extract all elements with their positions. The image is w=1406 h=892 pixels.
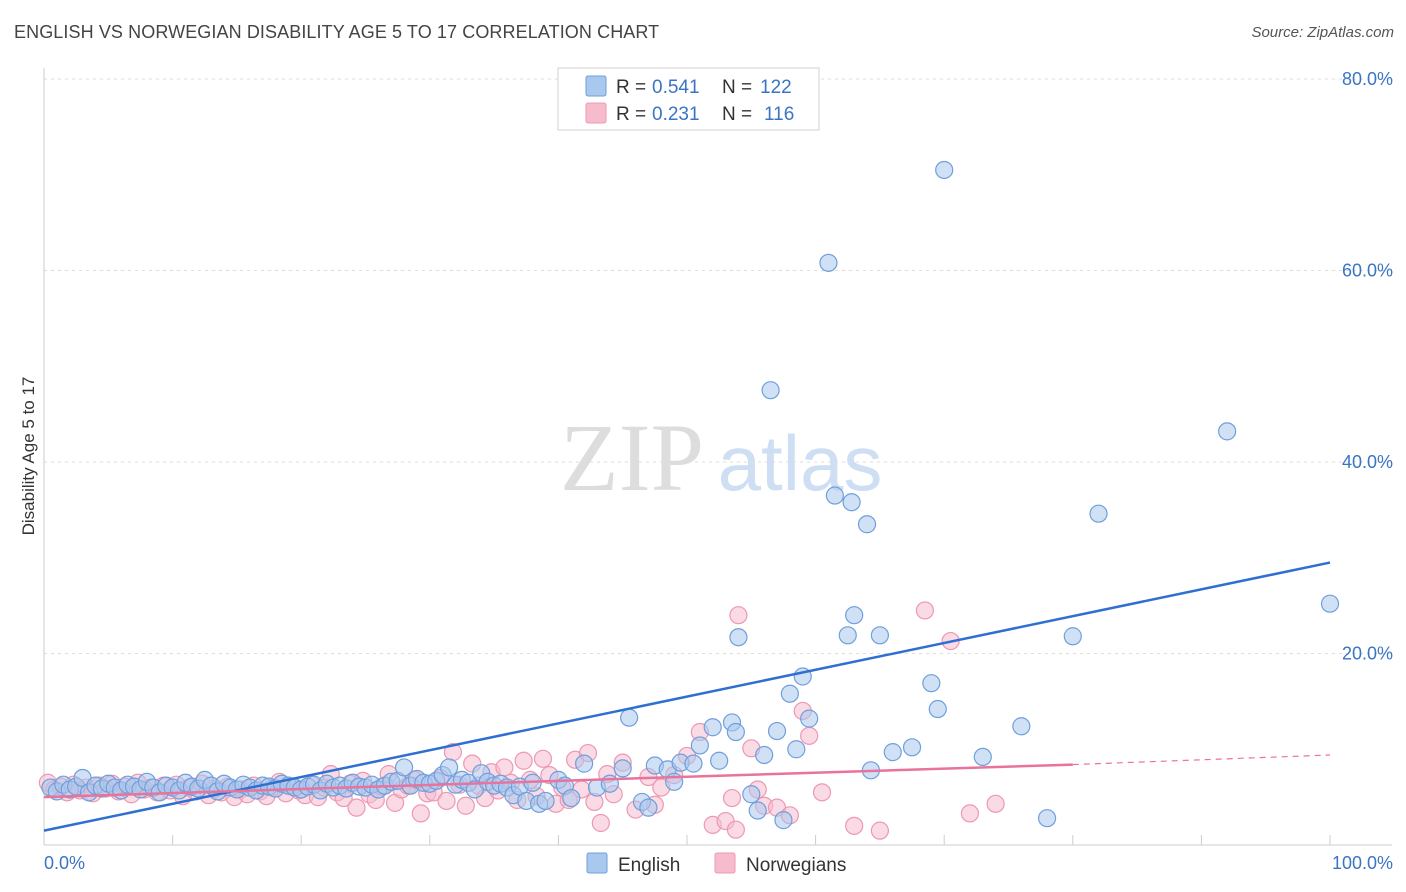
y-tick-labels: 20.0% 40.0% 60.0% 80.0% bbox=[1342, 69, 1393, 664]
norwegian-point-86 bbox=[591, 813, 610, 833]
english-trend-line bbox=[43, 561, 1331, 832]
english-point-108 bbox=[787, 740, 806, 759]
norwegian-point-62 bbox=[437, 791, 456, 811]
watermark-zip: ZIP bbox=[560, 404, 704, 511]
norwegian-point-74 bbox=[514, 751, 533, 770]
bottom-legend-label-norwegian: Norwegians bbox=[746, 855, 846, 876]
legend-n-label-norwegian: N = bbox=[722, 104, 752, 125]
english-point-126 bbox=[1089, 504, 1108, 523]
bottom-legend: English Norwegians bbox=[586, 852, 846, 876]
english-point-85 bbox=[620, 708, 639, 727]
axes bbox=[43, 68, 1392, 846]
bottom-legend-label-english: English bbox=[618, 855, 680, 876]
chart-title: ENGLISH VS NORWEGIAN DISABILITY AGE 5 TO… bbox=[14, 22, 660, 42]
legend-r-label-norwegian: R = bbox=[616, 104, 646, 125]
english-point-111 bbox=[838, 626, 857, 645]
tick-marks bbox=[43, 835, 1331, 845]
english-point-87 bbox=[639, 798, 658, 817]
norwegian-point-65 bbox=[456, 796, 475, 815]
english-point-92 bbox=[684, 754, 703, 773]
english-point-116 bbox=[870, 626, 890, 645]
legend-n-value-english: 122 bbox=[760, 77, 792, 98]
legend-r-value-english: 0.541 bbox=[652, 77, 700, 98]
norwegian-point-110 bbox=[915, 601, 935, 620]
y-tick-label-20: 20.0% bbox=[1342, 644, 1393, 664]
norwegian-point-106 bbox=[800, 726, 819, 745]
english-point-114 bbox=[857, 515, 877, 534]
norwegian-point-108 bbox=[845, 816, 864, 835]
norwegian-point-58 bbox=[411, 804, 430, 823]
english-point-99 bbox=[742, 785, 761, 804]
english-point-83 bbox=[600, 774, 619, 793]
legend-r-value-norwegian: 0.231 bbox=[652, 104, 700, 125]
english-point-110 bbox=[825, 486, 844, 505]
english-point-123 bbox=[1012, 717, 1031, 736]
y-tick-label-80: 80.0% bbox=[1342, 69, 1393, 89]
trend-lines bbox=[43, 561, 1331, 832]
bottom-legend-swatch-norwegian bbox=[714, 852, 736, 874]
english-point-97 bbox=[726, 722, 745, 742]
y-axis-title: Disability Age 5 to 17 bbox=[19, 377, 38, 536]
english-point-80 bbox=[562, 788, 581, 808]
english-point-81 bbox=[575, 754, 594, 773]
english-point-62 bbox=[439, 758, 459, 777]
norwegian-point-71 bbox=[495, 758, 514, 777]
english-point-128 bbox=[1320, 594, 1340, 613]
watermark-atlas: atlas bbox=[718, 419, 883, 507]
norwegian-point-77 bbox=[533, 749, 553, 768]
legend-n-value-norwegian: 116 bbox=[764, 104, 794, 125]
english-point-98 bbox=[729, 628, 748, 647]
legend-swatch-english bbox=[585, 75, 607, 97]
english-point-106 bbox=[800, 709, 819, 728]
norwegian-point-107 bbox=[812, 783, 832, 802]
english-point-125 bbox=[1063, 627, 1082, 646]
watermark: ZIP atlas bbox=[560, 404, 882, 511]
english-point-119 bbox=[922, 674, 941, 693]
norwegian-point-112 bbox=[960, 804, 980, 823]
norwegian-point-109 bbox=[870, 821, 890, 840]
english-point-77 bbox=[536, 791, 555, 811]
y-tick-label-60: 60.0% bbox=[1342, 261, 1393, 281]
english-point-103 bbox=[767, 721, 787, 741]
english-point-95 bbox=[710, 751, 729, 770]
norwegian-point-115 bbox=[726, 820, 745, 839]
english-point-84 bbox=[613, 759, 632, 778]
english-point-93 bbox=[690, 736, 709, 755]
english-point-112 bbox=[842, 493, 861, 512]
english-point-127 bbox=[1218, 422, 1237, 441]
norwegian-trend-line bbox=[43, 763, 1073, 799]
english-point-122 bbox=[973, 747, 992, 767]
x-tick-label-0: 0.0% bbox=[44, 853, 85, 873]
english-point-101 bbox=[755, 745, 774, 765]
grid-lines bbox=[44, 78, 1392, 654]
english-point-105 bbox=[780, 684, 799, 703]
english-point-104 bbox=[774, 811, 793, 830]
english-point-121 bbox=[935, 160, 954, 180]
bottom-legend-swatch-english bbox=[586, 852, 608, 874]
legend-swatch-norwegian bbox=[585, 102, 607, 124]
norwegian-trend-extension bbox=[1072, 754, 1331, 766]
norwegian-point-99 bbox=[722, 788, 742, 808]
norwegian-point-100 bbox=[729, 606, 748, 625]
chart-source: Source: ZipAtlas.com bbox=[1251, 24, 1394, 41]
english-point-109 bbox=[819, 253, 838, 272]
english-point-100 bbox=[748, 801, 767, 820]
norwegian-point-48 bbox=[347, 798, 366, 817]
english-point-124 bbox=[1037, 809, 1057, 828]
english-point-113 bbox=[845, 606, 864, 625]
legend-n-label-english: N = bbox=[722, 77, 752, 98]
norwegian-point-113 bbox=[986, 794, 1005, 813]
english-point-120 bbox=[928, 699, 947, 719]
legend: R = 0.541 N = 122 R = 0.231 N = 116 bbox=[557, 67, 820, 131]
english-point-55 bbox=[394, 758, 414, 777]
english-point-117 bbox=[883, 743, 902, 762]
english-point-102 bbox=[761, 381, 780, 400]
x-tick-label-100: 100.0% bbox=[1332, 853, 1393, 873]
english-point-94 bbox=[703, 718, 722, 737]
y-tick-label-40: 40.0% bbox=[1342, 452, 1393, 472]
legend-r-label-english: R = bbox=[616, 77, 646, 98]
english-point-118 bbox=[902, 738, 922, 757]
